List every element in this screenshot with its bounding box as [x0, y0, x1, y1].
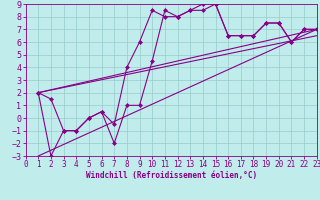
X-axis label: Windchill (Refroidissement éolien,°C): Windchill (Refroidissement éolien,°C): [86, 171, 257, 180]
